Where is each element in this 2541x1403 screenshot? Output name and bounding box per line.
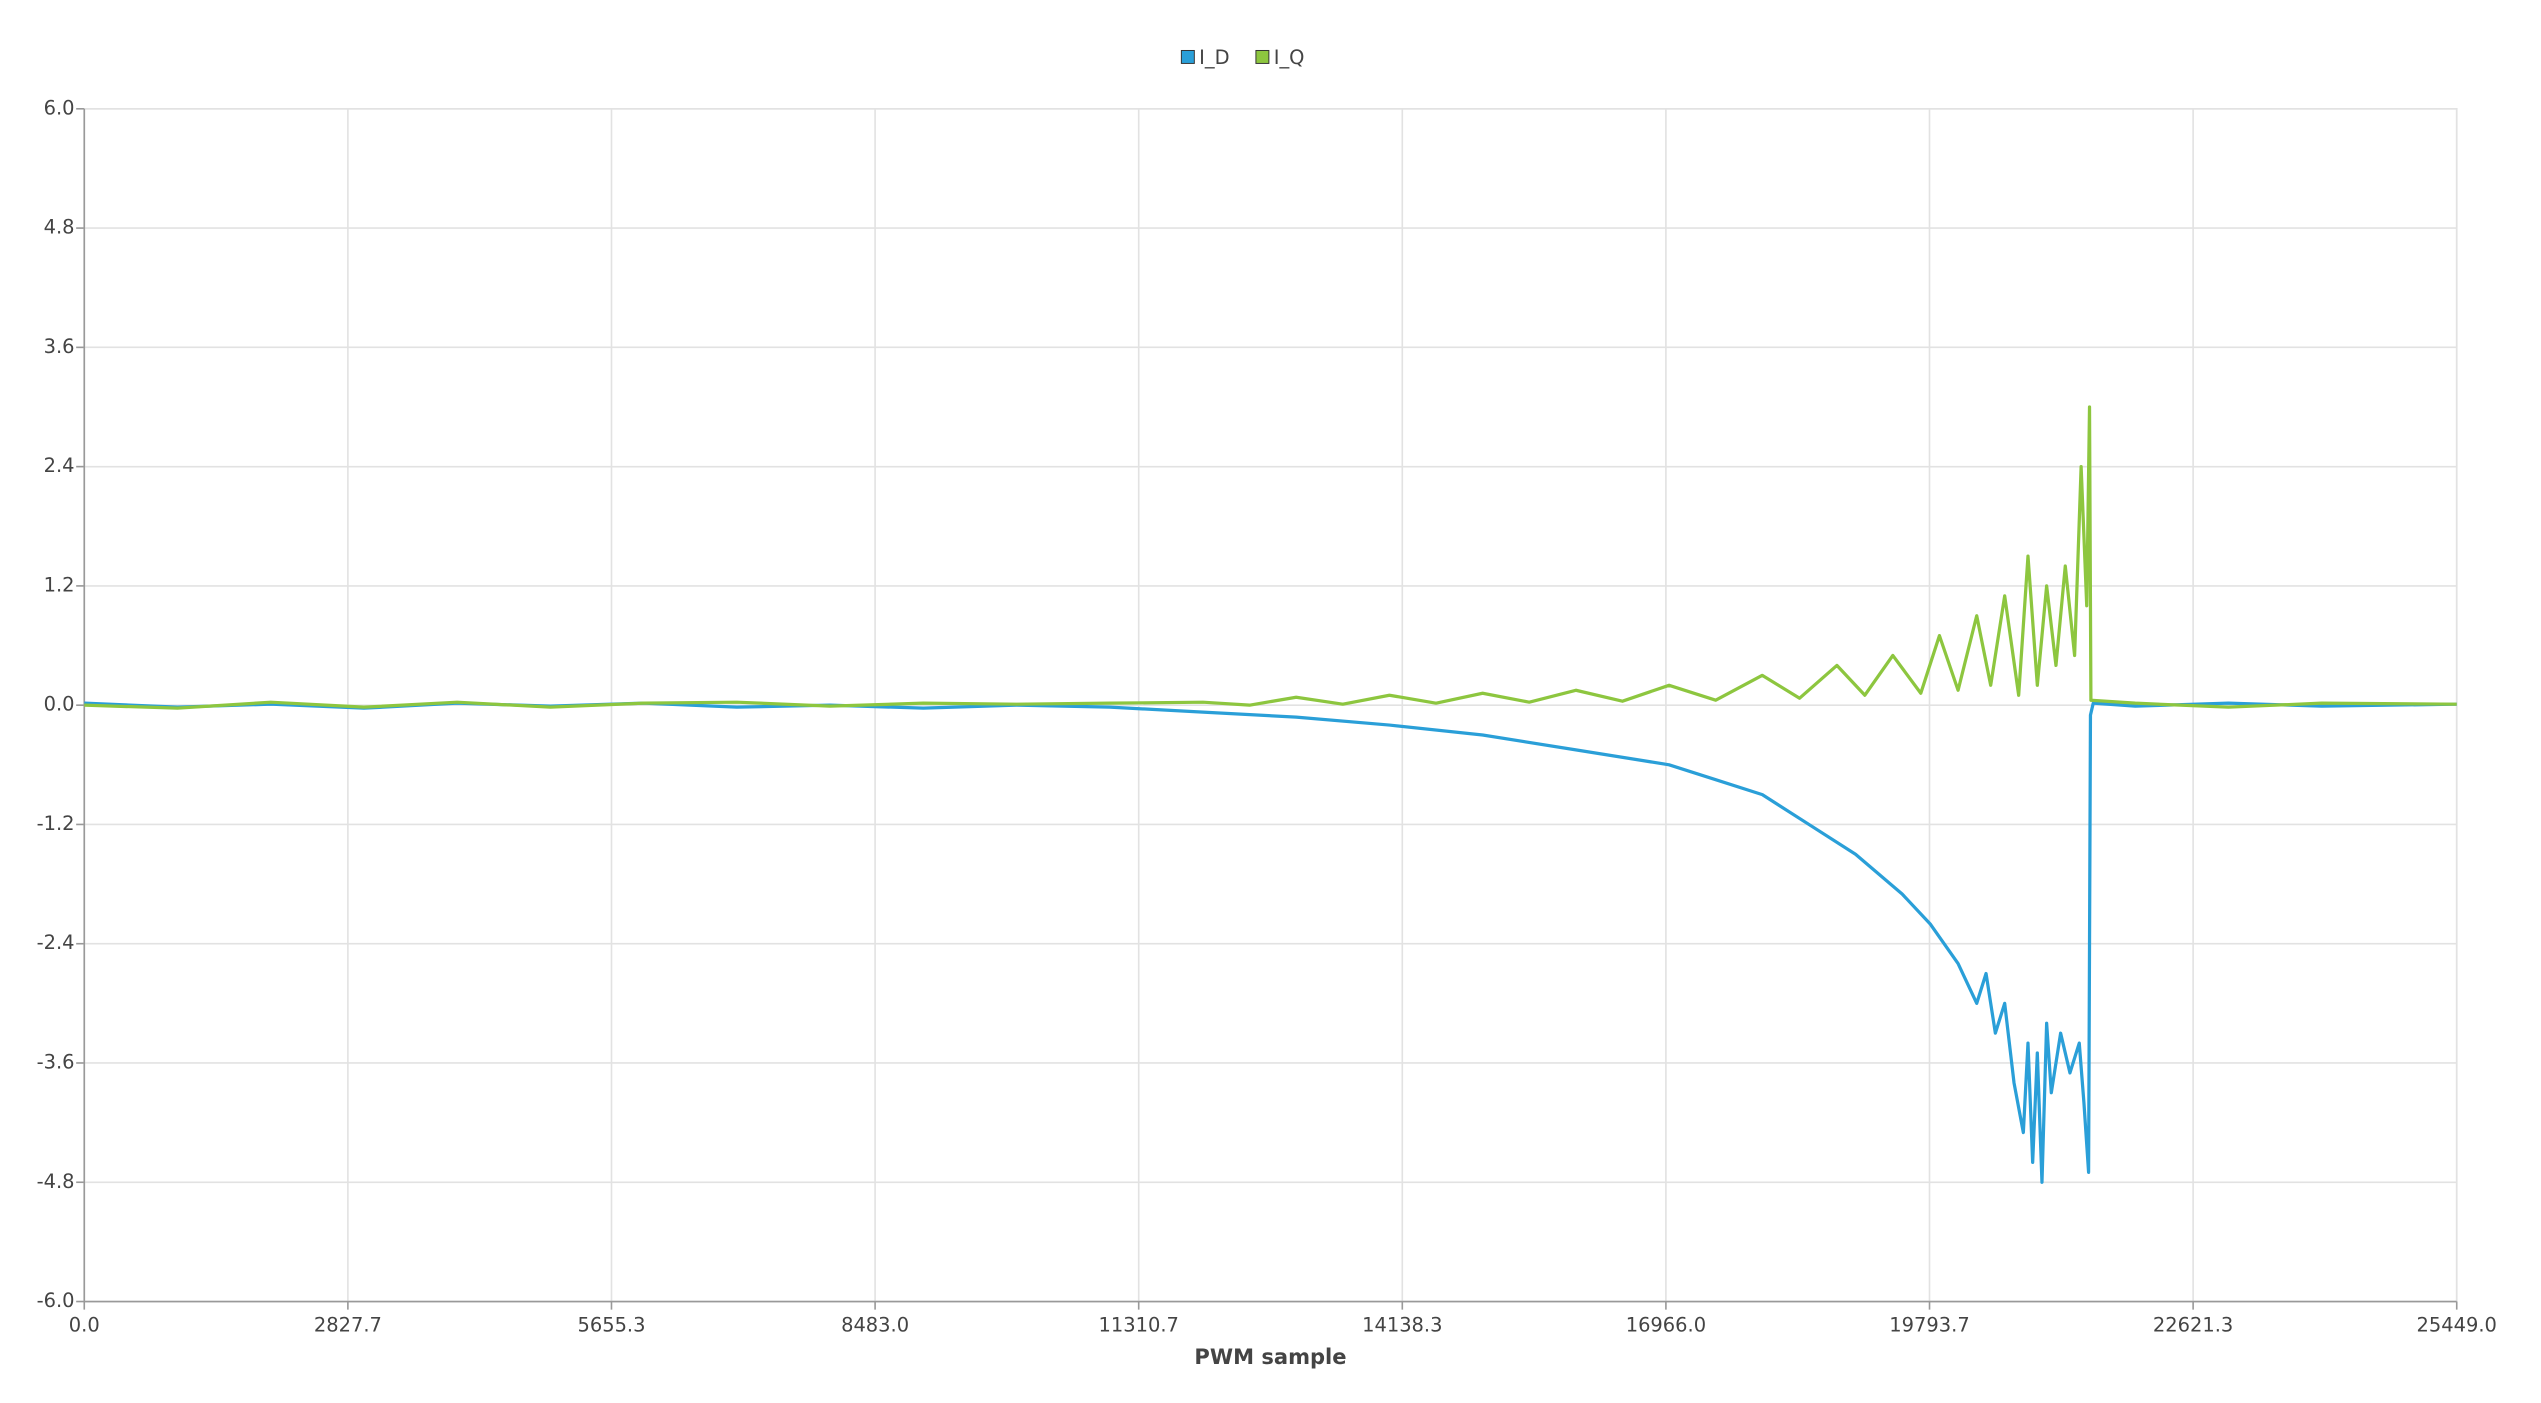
legend-label: I_Q	[1274, 46, 1305, 69]
x-tick-label: 16966.0	[1626, 1313, 1706, 1336]
legend-label: I_D	[1199, 46, 1229, 69]
y-tick-label: -6.0	[37, 1289, 75, 1312]
y-tick-label: 0.0	[44, 693, 75, 716]
y-tick-label: -2.4	[37, 931, 75, 954]
y-tick-label: 3.6	[44, 335, 75, 358]
y-tick-label: -1.2	[37, 812, 75, 835]
y-tick-label: 4.8	[44, 216, 75, 239]
y-tick-label: -4.8	[37, 1170, 75, 1193]
x-tick-label: 25449.0	[2417, 1313, 2497, 1336]
x-tick-label: 8483.0	[841, 1313, 909, 1336]
series-line	[84, 701, 2457, 1184]
x-tick-label: 11310.7	[1099, 1313, 1179, 1336]
series-line	[84, 405, 2457, 710]
x-tick-label: 19793.7	[1889, 1313, 1969, 1336]
x-tick-label: 2827.7	[314, 1313, 382, 1336]
legend-swatch	[1255, 49, 1270, 64]
y-tick-label: -3.6	[37, 1050, 75, 1073]
y-tick-label: 6.0	[44, 96, 75, 119]
x-tick-label: 0.0	[69, 1313, 100, 1336]
x-axis-label: PWM sample	[1194, 1344, 1346, 1369]
legend-swatch	[1180, 49, 1195, 64]
x-tick-label: 22621.3	[2153, 1313, 2233, 1336]
x-tick-label: 14138.3	[1362, 1313, 1442, 1336]
x-tick-label: 5655.3	[577, 1313, 645, 1336]
y-tick-label: 2.4	[44, 454, 75, 477]
y-tick-label: 1.2	[44, 573, 75, 596]
